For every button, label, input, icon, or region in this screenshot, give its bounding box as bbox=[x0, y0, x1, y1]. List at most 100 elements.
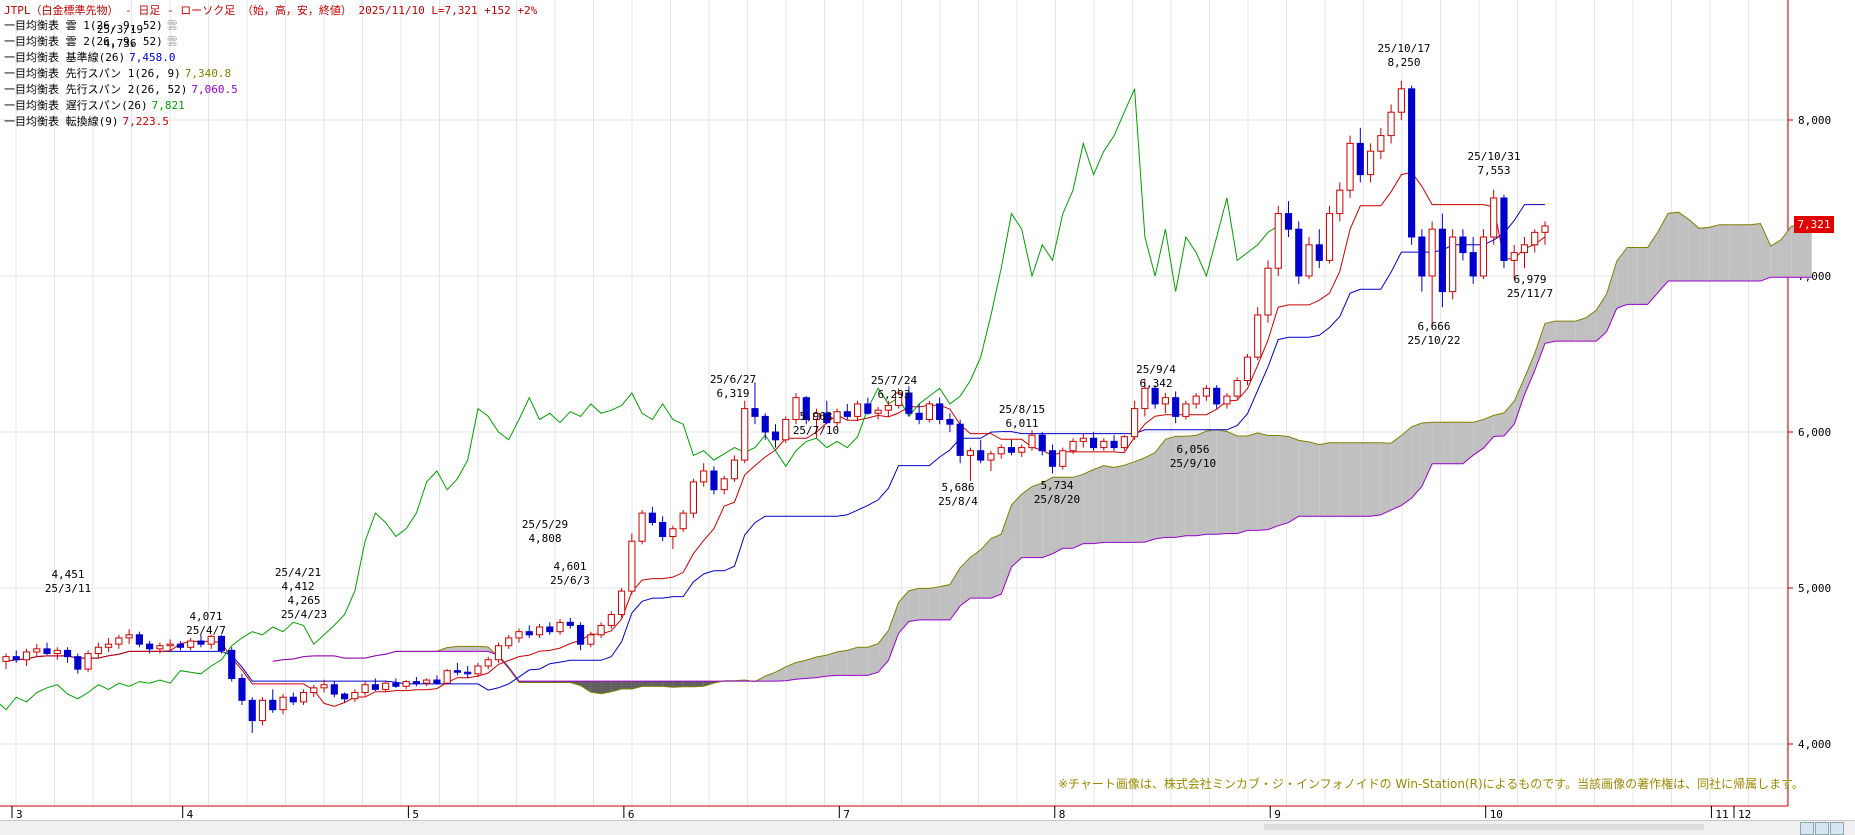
candle-body bbox=[1521, 245, 1527, 253]
candle-body bbox=[1419, 237, 1425, 276]
candle-body bbox=[1378, 136, 1384, 152]
cloud-segment bbox=[1268, 435, 1278, 529]
candle-body bbox=[1326, 214, 1332, 261]
cloud-segment bbox=[1453, 422, 1463, 464]
candle-body bbox=[116, 638, 122, 644]
cloud-segment bbox=[1668, 212, 1678, 281]
candle-body bbox=[1142, 388, 1148, 408]
candle-body bbox=[1193, 396, 1199, 404]
cloud-segment bbox=[1247, 433, 1257, 530]
candle-body bbox=[465, 672, 471, 674]
candle-body bbox=[1480, 237, 1486, 276]
candle-body bbox=[424, 680, 430, 683]
cloud-segment bbox=[1781, 227, 1791, 278]
candle-body bbox=[680, 513, 686, 529]
candle-body bbox=[1132, 409, 1138, 437]
cloud-segment bbox=[1596, 294, 1606, 341]
candle-body bbox=[1029, 435, 1035, 447]
annotation-price: 6,319 bbox=[716, 387, 749, 400]
cloud-segment bbox=[622, 681, 632, 689]
annotation-price: 5,734 bbox=[1040, 479, 1073, 492]
legend-value: 7,060.5 bbox=[191, 83, 237, 96]
candle-body bbox=[1214, 388, 1220, 404]
last-price-marker: 7,321 bbox=[1794, 216, 1834, 233]
annotation-price: 4,601 bbox=[553, 560, 586, 573]
candle-body bbox=[1121, 437, 1127, 448]
candle-body bbox=[536, 627, 542, 635]
candle-body bbox=[947, 420, 953, 425]
candle-body bbox=[1019, 448, 1025, 453]
legend-item: 一目均衡表 先行スパン 1(26, 9)7,340.8 bbox=[4, 66, 238, 82]
legend-item: 一目均衡表 先行スパン 2(26, 52)7,060.5 bbox=[4, 82, 238, 98]
fit-icon[interactable] bbox=[1830, 822, 1844, 835]
cloud-segment bbox=[817, 655, 827, 678]
candle-body bbox=[1008, 448, 1014, 453]
candle-body bbox=[454, 671, 460, 673]
candle-body bbox=[393, 683, 399, 686]
candle-body bbox=[937, 404, 943, 420]
cloud-segment bbox=[1412, 423, 1422, 498]
cloud-segment bbox=[1730, 225, 1740, 281]
candle-body bbox=[249, 700, 255, 720]
cloud-segment bbox=[1371, 443, 1381, 516]
candle-body bbox=[598, 625, 604, 634]
candle-body bbox=[711, 471, 717, 490]
candle-body bbox=[1439, 229, 1445, 291]
cloud-segment bbox=[806, 657, 816, 678]
candle-body bbox=[885, 405, 891, 410]
candle-body bbox=[998, 448, 1004, 454]
candle-body bbox=[208, 636, 214, 644]
cloud-segment bbox=[1237, 436, 1247, 534]
candle-body bbox=[1255, 315, 1261, 357]
candle-body bbox=[1049, 451, 1055, 467]
cloud-segment bbox=[1258, 433, 1268, 530]
horizontal-scrollbar[interactable] bbox=[0, 820, 1855, 835]
annotation-date: 25/4/23 bbox=[281, 608, 327, 621]
cloud-segment bbox=[652, 681, 662, 686]
candle-body bbox=[547, 627, 553, 632]
cloud-segment bbox=[1658, 213, 1668, 292]
annotation-price: 6,979 bbox=[1513, 273, 1546, 286]
candle-body bbox=[1337, 190, 1343, 213]
candle-body bbox=[834, 412, 840, 423]
cloud-segment bbox=[1689, 219, 1699, 281]
annotation-price: 4,265 bbox=[287, 594, 320, 607]
copyright-note: ※チャート画像は、株式会社ミンカブ・ジ・インフォノイドの Win-Station… bbox=[1058, 775, 1804, 792]
candle-body bbox=[280, 697, 286, 709]
annotation-price: 4,412 bbox=[281, 580, 314, 593]
cloud-segment bbox=[1011, 494, 1021, 567]
candle-body bbox=[916, 413, 922, 419]
candle-body bbox=[1080, 438, 1086, 441]
candle-body bbox=[1070, 441, 1076, 450]
legend-value: 7,821 bbox=[152, 99, 185, 112]
candle-body bbox=[721, 479, 727, 490]
candle-body bbox=[136, 635, 142, 644]
cloud-segment bbox=[940, 584, 950, 619]
y-tick-label: 4,000 bbox=[1798, 738, 1831, 751]
cloud-segment bbox=[991, 534, 1001, 598]
annotation-price: 6,666 bbox=[1417, 320, 1450, 333]
zoom-in-icon[interactable] bbox=[1800, 822, 1814, 835]
candle-body bbox=[670, 529, 676, 537]
annotation-date: 25/9/10 bbox=[1170, 457, 1216, 470]
candle-body bbox=[106, 644, 112, 647]
cloud-segment bbox=[929, 587, 939, 620]
scrollbar-thumb[interactable] bbox=[1264, 824, 1704, 830]
candle-body bbox=[362, 685, 368, 693]
candle-body bbox=[731, 460, 737, 479]
candle-body bbox=[1090, 438, 1096, 447]
candle-body bbox=[772, 432, 778, 440]
cloud-segment bbox=[1299, 440, 1309, 516]
candle-body bbox=[577, 625, 583, 644]
annotation-date: 25/10/31 bbox=[1468, 150, 1521, 163]
candle-body bbox=[1491, 198, 1497, 237]
cloud-segment bbox=[1094, 466, 1104, 544]
candle-body bbox=[1152, 388, 1158, 404]
candle-body bbox=[567, 622, 573, 625]
candle-body bbox=[793, 398, 799, 420]
candle-body bbox=[1285, 214, 1291, 230]
annotation-price: 8,250 bbox=[1387, 56, 1420, 69]
candle-body bbox=[1306, 245, 1312, 276]
zoom-out-icon[interactable] bbox=[1815, 822, 1829, 835]
candle-body bbox=[649, 513, 655, 522]
